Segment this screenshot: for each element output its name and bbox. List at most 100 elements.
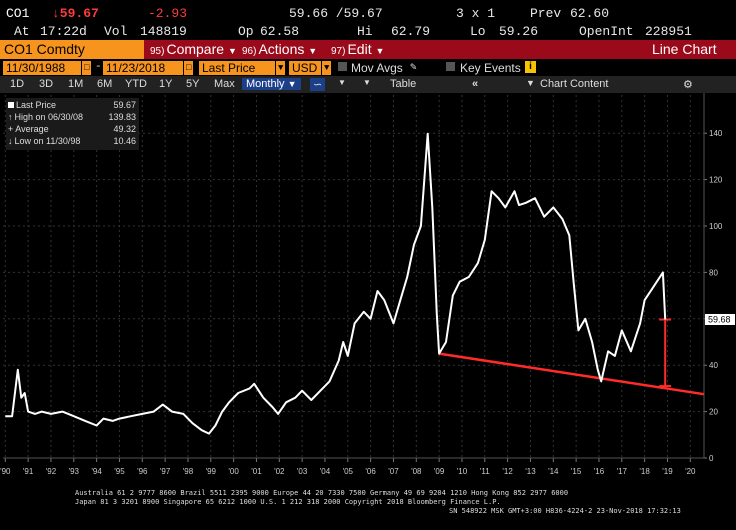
x-tick-label: '16: [594, 467, 605, 476]
y-tick-label: 40: [709, 361, 718, 370]
legend-high: ↑ High on 06/30/08 139.83: [8, 112, 136, 123]
x-tick-label: '08: [411, 467, 422, 476]
compare-menu[interactable]: 95) Compare ▼: [150, 41, 237, 57]
options-dropdown-icon[interactable]: ▼: [363, 78, 371, 87]
bid-ask-size: 3 x 1: [456, 6, 496, 21]
period-6m-button[interactable]: 6M: [97, 78, 113, 90]
compare-label: Compare: [166, 41, 225, 57]
chart-style-dropdown-icon[interactable]: ▼: [338, 78, 346, 87]
mov-avgs-label: Mov Avgs: [351, 61, 403, 75]
y-tick-label: 80: [709, 268, 718, 277]
gear-icon[interactable]: ⚙: [683, 79, 693, 91]
collapse-left-icon[interactable]: «: [472, 78, 479, 90]
x-tick-label: '00: [228, 467, 239, 476]
x-tick-label: '02: [274, 467, 285, 476]
currency-dropdown-icon[interactable]: ▼: [322, 61, 332, 75]
frequency-select[interactable]: Monthly ▼: [242, 78, 301, 90]
start-date-input[interactable]: 11/30/1988: [3, 61, 81, 75]
pencil-icon[interactable]: ✎: [410, 62, 417, 74]
legend-low: ↓ Low on 11/30/98 10.46: [8, 136, 136, 147]
period-3d-button[interactable]: 3D: [39, 78, 54, 90]
compare-dropdown-icon: ▼: [227, 46, 237, 56]
security-bar: [0, 40, 144, 59]
low-value: 59.26: [499, 24, 539, 39]
last-value-tag: [705, 313, 735, 325]
high-value: 62.79: [391, 24, 431, 39]
x-tick-label: '03: [297, 467, 308, 476]
key-events-label: Key Events: [460, 61, 521, 75]
end-date-calendar-icon[interactable]: □: [184, 61, 194, 75]
actions-menu[interactable]: 96) Actions ▼: [242, 41, 317, 57]
actions-shortcut: 96): [242, 46, 257, 57]
legend-average-label: Average: [15, 124, 49, 134]
open-value: 62.58: [260, 24, 300, 39]
price-change: -2.93: [148, 6, 188, 21]
y-tick-label: 20: [709, 408, 718, 417]
chart-type-label: Line Chart: [652, 41, 717, 57]
x-tick-label: '97: [160, 467, 171, 476]
actions-dropdown-icon: ▼: [308, 46, 318, 56]
x-tick-label: '05: [343, 467, 354, 476]
legend-low-value: 10.46: [113, 136, 136, 146]
period-1d-button[interactable]: 1D: [10, 78, 25, 90]
frequency-label: Monthly: [246, 78, 285, 90]
x-tick-label: '20: [685, 467, 696, 476]
last-price-value: ↓59.67: [52, 6, 99, 21]
x-tick-label: '94: [91, 467, 102, 476]
table-button[interactable]: Table: [390, 78, 417, 90]
x-tick-label: '13: [525, 467, 536, 476]
x-tick-label: '15: [571, 467, 582, 476]
start-date-calendar-icon[interactable]: □: [82, 61, 92, 75]
info-icon[interactable]: i: [525, 61, 536, 73]
edit-menu[interactable]: 97) Edit ▼: [331, 41, 384, 57]
mov-avgs-checkbox[interactable]: [338, 62, 347, 71]
legend-average-value: 49.32: [113, 124, 136, 134]
field-select[interactable]: Last Price: [199, 61, 275, 75]
legend-low-label: Low on 11/30/98: [14, 136, 81, 146]
period-1m-button[interactable]: 1M: [68, 78, 84, 90]
footer-session-info: SN 548922 MSK GMT+3:00 H836-4224-2 23-No…: [449, 507, 681, 515]
edit-shortcut: 97): [331, 46, 346, 57]
ticker-symbol: CO1: [6, 6, 30, 21]
x-tick-label: '12: [502, 467, 513, 476]
end-date-input[interactable]: 11/23/2018: [103, 61, 183, 75]
y-tick-label: 120: [709, 176, 723, 185]
high-label: Hi: [357, 24, 373, 39]
open-interest-label: OpenInt: [579, 24, 634, 39]
chart-content-button[interactable]: Chart Content: [540, 78, 609, 90]
legend-swatch: [8, 102, 14, 108]
legend-average: + Average 49.32: [8, 124, 136, 135]
prev-value: 62.60: [570, 6, 610, 21]
x-tick-label: '93: [69, 467, 80, 476]
actions-label: Actions: [258, 41, 305, 57]
open-interest-value: 228951: [645, 24, 692, 39]
period-max-button[interactable]: Max: [214, 78, 235, 90]
y-tick-label: 0: [709, 454, 714, 463]
chart-legend: Last Price 59.67 ↑ High on 06/30/08 139.8…: [6, 98, 139, 150]
price-series-line: [5, 132, 667, 435]
edit-dropdown-icon: ▼: [375, 46, 385, 56]
x-tick-label: '07: [388, 467, 399, 476]
average-icon: +: [8, 124, 14, 134]
time-label: At: [14, 24, 30, 39]
period-5y-button[interactable]: 5Y: [186, 78, 200, 90]
x-tick-label: '17: [617, 467, 628, 476]
x-tick-label: '91: [23, 467, 34, 476]
edit-label: Edit: [347, 41, 372, 57]
x-tick-label: '14: [548, 467, 559, 476]
period-1y-button[interactable]: 1Y: [159, 78, 173, 90]
low-arrow-icon: ↓: [8, 136, 13, 146]
key-events-checkbox[interactable]: [446, 62, 455, 71]
period-ytd-button[interactable]: YTD: [125, 78, 147, 90]
currency-select[interactable]: USD: [289, 61, 321, 75]
x-tick-label: '06: [365, 467, 376, 476]
security-name[interactable]: CO1 Comdty: [4, 41, 85, 57]
chart-style-icon[interactable]: ∽: [310, 78, 326, 91]
x-axis-ticks: '90 '91 '92 '93 '94 '95 '96 '97 '98 '99 '00 '01 '02 '…: [0, 458, 696, 476]
field-dropdown-icon[interactable]: ▼: [276, 61, 286, 75]
x-tick-label: '01: [251, 467, 262, 476]
price-chart[interactable]: 020406080100120140 '90'91'92'93'94'95'96…: [0, 93, 736, 486]
last-value-tag-text: 59.68: [708, 314, 731, 324]
footer-contacts-line2: Japan 81 3 3201 8900 Singapore 65 6212 1…: [75, 498, 501, 506]
low-label: Lo: [470, 24, 486, 39]
